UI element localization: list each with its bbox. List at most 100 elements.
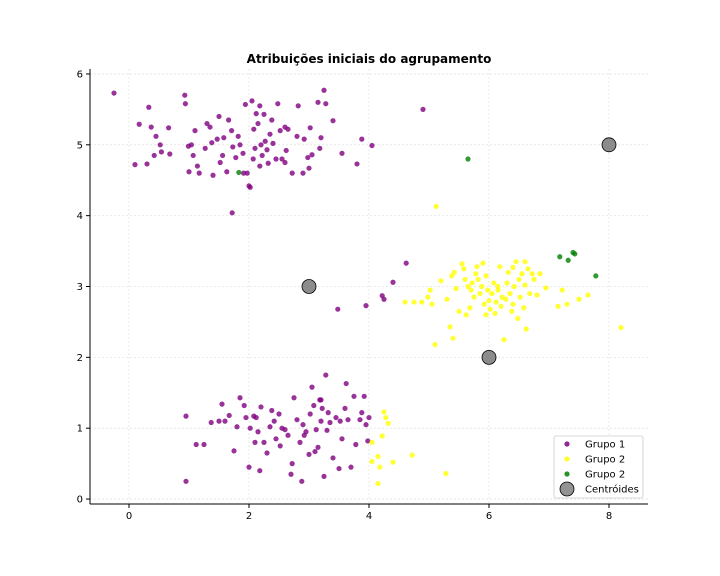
data-point-series-1 bbox=[342, 405, 348, 411]
data-point-series-2 bbox=[511, 283, 517, 290]
data-point-series-1 bbox=[313, 427, 319, 433]
data-point-series-1 bbox=[363, 422, 369, 428]
data-point-series-1 bbox=[323, 372, 329, 378]
data-point-series-1 bbox=[261, 111, 267, 117]
data-point-series-1 bbox=[282, 159, 288, 166]
legend-marker bbox=[564, 456, 570, 462]
y-tick-label: 2 bbox=[77, 353, 83, 364]
data-point-series-1 bbox=[321, 473, 327, 479]
data-point-series-2 bbox=[564, 301, 570, 307]
data-point-series-2 bbox=[510, 264, 516, 270]
data-point-series-2 bbox=[485, 287, 491, 293]
data-point-series-1 bbox=[361, 393, 367, 399]
data-point-series-1 bbox=[369, 142, 375, 149]
data-point-series-3 bbox=[565, 257, 571, 263]
data-point-series-1 bbox=[202, 145, 208, 151]
data-point-series-1 bbox=[193, 441, 199, 448]
data-point-series-1 bbox=[216, 418, 222, 424]
data-point-series-1 bbox=[379, 293, 385, 299]
data-point-series-1 bbox=[277, 128, 283, 134]
centroid-point bbox=[301, 279, 317, 294]
y-tick-label: 4 bbox=[77, 211, 83, 222]
data-point-series-2 bbox=[463, 312, 469, 318]
legend-label: Grupo 2 bbox=[585, 470, 625, 481]
data-point-series-1 bbox=[258, 142, 264, 148]
y-tick-label: 5 bbox=[77, 140, 83, 151]
data-point-series-1 bbox=[246, 464, 252, 470]
data-point-series-1 bbox=[289, 170, 295, 176]
data-point-series-1 bbox=[336, 465, 342, 472]
data-point-series-1 bbox=[233, 154, 239, 161]
data-point-series-1 bbox=[157, 142, 163, 148]
data-point-series-2 bbox=[507, 290, 513, 297]
data-point-series-2 bbox=[559, 287, 565, 293]
data-point-series-1 bbox=[158, 149, 164, 155]
data-point-series-2 bbox=[383, 414, 389, 421]
legend-label: Grupo 2 bbox=[585, 455, 625, 466]
data-point-series-1 bbox=[252, 439, 258, 445]
data-point-series-1 bbox=[269, 117, 275, 123]
legend-label: Grupo 1 bbox=[585, 440, 625, 451]
data-point-series-1 bbox=[365, 438, 371, 444]
data-point-series-1 bbox=[226, 412, 232, 419]
data-point-series-1 bbox=[305, 154, 311, 161]
data-point-series-1 bbox=[324, 427, 330, 433]
data-point-series-1 bbox=[253, 414, 259, 421]
x-tick-label: 8 bbox=[606, 511, 612, 522]
data-point-series-1 bbox=[209, 140, 215, 146]
data-point-series-1 bbox=[351, 393, 357, 399]
data-point-series-1 bbox=[192, 128, 198, 134]
data-point-series-1 bbox=[219, 401, 225, 407]
data-point-series-1 bbox=[166, 125, 172, 131]
data-point-series-1 bbox=[207, 124, 213, 130]
data-point-series-1 bbox=[318, 397, 324, 403]
x-tick-label: 6 bbox=[486, 511, 492, 522]
data-point-series-1 bbox=[243, 414, 249, 421]
data-point-series-2 bbox=[369, 458, 375, 465]
data-point-series-1 bbox=[345, 417, 351, 423]
data-point-series-1 bbox=[275, 101, 281, 107]
data-point-series-1 bbox=[289, 461, 295, 467]
data-point-series-1 bbox=[288, 471, 294, 477]
data-point-series-2 bbox=[491, 280, 497, 286]
data-point-series-2 bbox=[469, 280, 475, 286]
data-point-series-1 bbox=[194, 163, 200, 169]
data-point-series-2 bbox=[487, 306, 493, 312]
data-point-series-1 bbox=[309, 152, 315, 158]
data-point-series-1 bbox=[300, 170, 306, 176]
data-point-series-1 bbox=[257, 163, 263, 169]
y-tick-label: 6 bbox=[77, 69, 83, 80]
data-point-series-1 bbox=[297, 439, 303, 445]
data-point-series-1 bbox=[270, 140, 276, 146]
data-point-series-2 bbox=[492, 310, 498, 317]
data-point-series-2 bbox=[493, 299, 499, 305]
data-point-series-2 bbox=[377, 464, 383, 470]
centroid-point bbox=[481, 349, 497, 365]
data-point-series-1 bbox=[330, 118, 336, 124]
data-point-series-2 bbox=[523, 326, 529, 332]
data-point-series-1 bbox=[229, 210, 235, 216]
data-point-series-1 bbox=[146, 104, 152, 110]
data-point-series-2 bbox=[390, 459, 396, 465]
data-point-series-2 bbox=[522, 282, 528, 288]
data-point-series-2 bbox=[521, 305, 527, 311]
data-point-series-2 bbox=[447, 324, 453, 330]
chart-title: Atribuições iniciais do agrupamento bbox=[247, 52, 492, 66]
data-point-series-1 bbox=[249, 98, 255, 104]
data-point-series-2 bbox=[471, 294, 477, 300]
data-point-series-1 bbox=[348, 464, 354, 470]
data-point-series-1 bbox=[240, 150, 246, 156]
data-point-series-1 bbox=[229, 128, 235, 134]
data-point-series-1 bbox=[136, 121, 142, 127]
data-point-series-1 bbox=[354, 161, 360, 167]
data-point-series-3 bbox=[557, 254, 563, 260]
data-point-series-1 bbox=[306, 165, 312, 171]
data-point-series-2 bbox=[475, 276, 481, 283]
data-point-series-1 bbox=[283, 147, 289, 154]
data-point-series-2 bbox=[451, 269, 457, 275]
data-point-series-2 bbox=[495, 287, 501, 293]
y-tick-label: 1 bbox=[77, 424, 83, 435]
data-point-series-2 bbox=[534, 292, 540, 298]
legend-label: Centróides bbox=[585, 484, 639, 496]
